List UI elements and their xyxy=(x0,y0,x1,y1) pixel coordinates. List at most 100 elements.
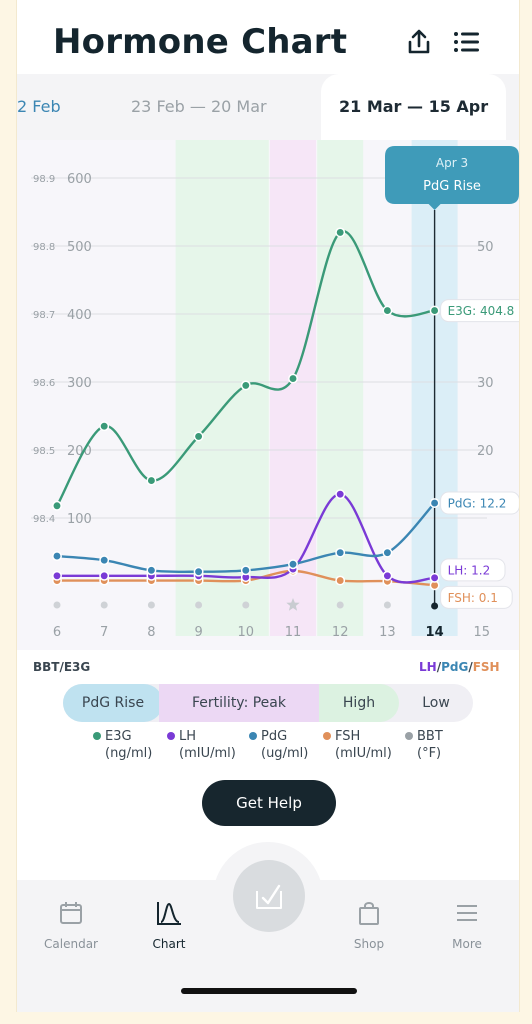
phase-band xyxy=(270,140,316,636)
legend-fsh-name: FSH xyxy=(335,729,361,744)
menu-icon xyxy=(457,905,477,921)
bbt-tick-label: 98.5 xyxy=(33,446,55,457)
data-point-e3g xyxy=(99,421,110,432)
date-range-tabs: 2 Feb 23 Feb — 20 Mar 21 Mar — 15 Apr xyxy=(17,74,519,140)
end-label-bg xyxy=(440,299,519,323)
data-point-e3g xyxy=(146,475,157,486)
hormone-chart[interactable]: 98.9 98.8 98.7 98.6 98.5 98.4 600 500 400 300 200 1… xyxy=(17,140,519,650)
right-caption-pdg: PdG xyxy=(441,660,469,674)
data-point-e3g xyxy=(52,500,62,511)
shop-icon xyxy=(359,902,379,925)
legend-pdg: PdG (ug/ml) xyxy=(249,728,308,762)
e3g-tick-label: 300 xyxy=(67,376,92,391)
x-tick-label: 11 xyxy=(285,625,302,640)
data-point-pdg xyxy=(146,565,157,576)
chart-icon xyxy=(157,902,181,925)
list-view-button[interactable] xyxy=(449,24,485,60)
nav-chart[interactable]: Chart xyxy=(129,900,209,951)
bbt-point xyxy=(147,601,155,609)
x-tick-label: 9 xyxy=(194,625,202,640)
right-caption-fsh: FSH xyxy=(472,660,500,674)
data-point-pdg xyxy=(99,555,110,566)
x-tick-label: 7 xyxy=(100,625,108,640)
tooltip-date: Apr 3 xyxy=(436,156,468,170)
right-caption-lh: LH xyxy=(419,660,437,674)
legend-e3g-name: E3G xyxy=(105,729,132,744)
right-axis-tick-label: 20 xyxy=(477,444,494,459)
data-point-pdg xyxy=(240,565,251,576)
end-label-bg xyxy=(440,585,513,609)
e3g-tick-label: 100 xyxy=(67,512,92,527)
x-tick-label: 8 xyxy=(147,625,155,640)
nav-more-label: More xyxy=(452,937,482,951)
legend-bbt-unit: (°F) xyxy=(417,746,442,761)
tab-range-1[interactable]: 2 Feb xyxy=(17,97,61,116)
nav-calendar[interactable]: Calendar xyxy=(31,900,111,951)
app-screen: Hormone Chart 2 Feb 23 Feb — 20 Mar 21 M… xyxy=(16,0,520,1012)
x-tick-label: 15 xyxy=(474,625,491,640)
bbt-point xyxy=(242,601,250,609)
legend-pdg-name: PdG xyxy=(261,729,288,744)
nav-shop-label: Shop xyxy=(353,937,385,951)
x-tick-label: 12 xyxy=(332,625,349,640)
bbt-point xyxy=(100,601,108,609)
bbt-point xyxy=(383,601,391,609)
legend-pdg-unit: (ug/ml) xyxy=(261,746,309,761)
check-icon xyxy=(256,884,282,909)
data-point-pdg xyxy=(52,551,62,562)
e3g-tick-label: 600 xyxy=(67,172,92,187)
page-title: Hormone Chart xyxy=(53,22,348,62)
legend-lh: LH (mIU/ml) xyxy=(167,728,236,762)
series-line-lh xyxy=(57,492,435,584)
phase-legend: PdG Rise Fertility: Peak High Low xyxy=(63,684,473,722)
calendar-icon xyxy=(60,902,82,924)
nav-more[interactable]: More xyxy=(427,900,507,951)
legend-dot-pdg xyxy=(249,732,257,740)
phase-band xyxy=(317,140,364,636)
share-button[interactable] xyxy=(401,24,437,60)
tooltip-bubble xyxy=(385,146,519,210)
selected-bbt-point xyxy=(431,602,439,610)
get-help-button[interactable]: Get Help xyxy=(202,780,336,826)
home-indicator xyxy=(181,988,357,994)
end-label-e3g: E3G: 404.8 xyxy=(448,304,515,318)
x-tick-label: 6 xyxy=(53,625,61,640)
right-caption-slash-1: / xyxy=(436,660,442,674)
list-icon xyxy=(454,32,479,52)
data-point-pdg xyxy=(382,547,393,558)
right-axis-caption: LH/PdG/FSH xyxy=(419,660,500,674)
tab-range-2[interactable]: 23 Feb — 20 Mar xyxy=(131,97,267,116)
nav-chart-label: Chart xyxy=(152,937,186,951)
end-label-lh: LH: 1.2 xyxy=(448,563,491,577)
data-point-e3g xyxy=(429,305,440,316)
tooltip-event: PdG Rise xyxy=(423,179,481,194)
legend-bbt-name: BBT xyxy=(417,729,443,744)
legend-dot-lh xyxy=(167,732,175,740)
hormone-chart-svg[interactable]: 98.998.898.798.698.598.46005004003002001… xyxy=(17,140,519,650)
data-point-lh xyxy=(335,489,346,500)
phase-legend-low: Low xyxy=(422,695,450,711)
data-point-pdg xyxy=(429,498,440,508)
bbt-tick-label: 98.7 xyxy=(33,310,55,321)
data-point-e3g xyxy=(382,305,393,316)
tab-range-3[interactable]: 21 Mar — 15 Apr xyxy=(321,74,507,140)
nav-shop[interactable]: Shop xyxy=(329,900,409,951)
right-axis-tick-label: 30 xyxy=(477,376,494,391)
x-tick-label: 13 xyxy=(379,625,396,640)
bbt-tick-label: 98.6 xyxy=(33,378,55,389)
legend-lh-name: LH xyxy=(179,729,197,744)
data-point-e3g xyxy=(335,227,346,238)
data-point-lh xyxy=(52,570,62,581)
peak-star-icon xyxy=(286,598,300,611)
e3g-tick-label: 400 xyxy=(67,308,92,323)
nav-calendar-label: Calendar xyxy=(44,937,98,951)
bbt-point xyxy=(53,601,61,609)
x-tick-label: 14 xyxy=(426,625,444,640)
data-point-lh xyxy=(382,570,393,581)
log-test-button[interactable] xyxy=(233,860,305,932)
legend-fsh: FSH (mIU/ml) xyxy=(323,728,392,762)
data-point-fsh xyxy=(335,575,346,586)
end-label-pdg: PdG: 12.2 xyxy=(448,497,507,511)
x-tick-label: 10 xyxy=(238,625,255,640)
e3g-tick-label: 500 xyxy=(67,240,92,255)
